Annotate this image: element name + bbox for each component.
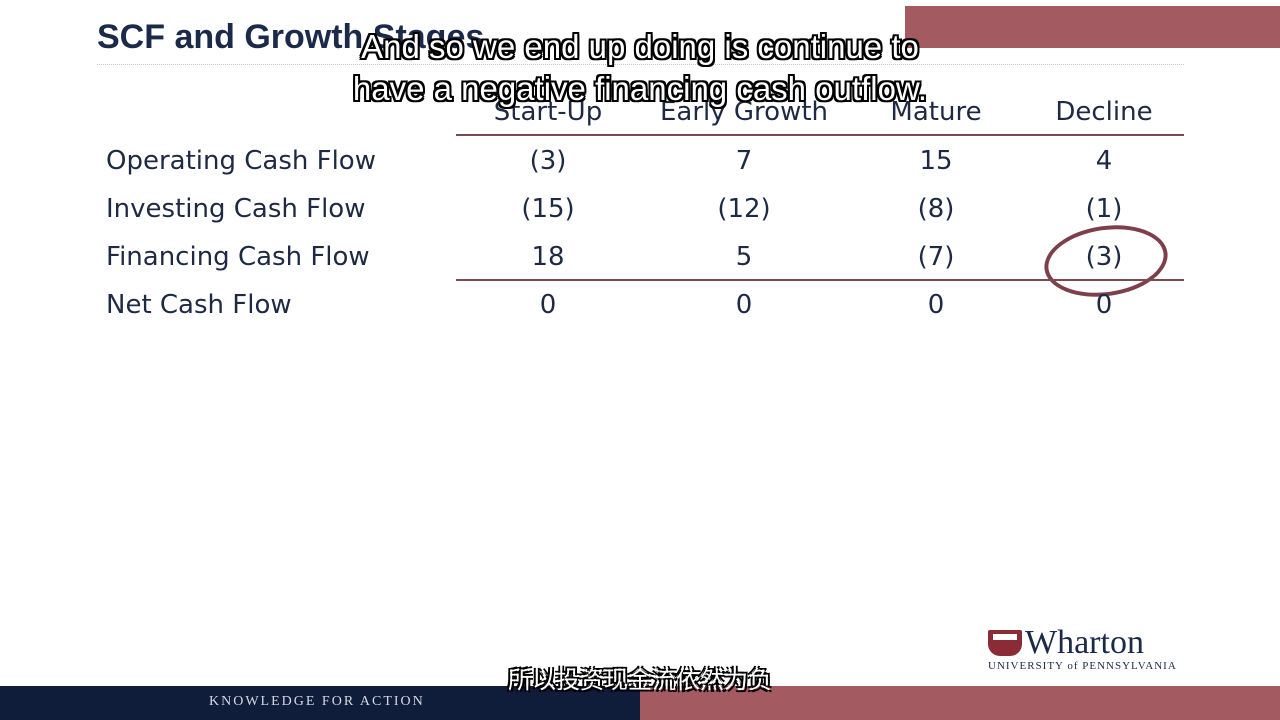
table-cell: 15 — [919, 146, 953, 176]
shield-icon — [988, 630, 1022, 656]
row-label-net: Net Cash Flow — [106, 290, 292, 320]
table-cell: 7 — [735, 146, 753, 176]
column-header-mature: Mature — [890, 97, 982, 127]
table-cell: (7) — [917, 242, 955, 272]
subtitle-english-line1: And so we end up doing is continue to — [361, 28, 919, 65]
column-header-decline: Decline — [1055, 97, 1153, 127]
logo-subtitle: UNIVERSITY of PENNSYLVANIA — [988, 660, 1177, 672]
table-cell: (12) — [717, 194, 771, 224]
wharton-logo: Wharton UNIVERSITY of PENNSYLVANIA — [988, 624, 1193, 674]
total-rule — [456, 279, 1184, 281]
table-cell: (3) — [1085, 242, 1123, 272]
logo-wordmark: Wharton — [1025, 624, 1144, 661]
table-cell: (1) — [1085, 194, 1123, 224]
table-cell: 4 — [1095, 146, 1113, 176]
column-header-early-growth: Early Growth — [659, 97, 829, 127]
corner-accent-block — [905, 6, 1280, 48]
footer-bar-right — [640, 686, 1280, 720]
row-label-financing: Financing Cash Flow — [106, 242, 370, 272]
table-cell: 0 — [1095, 290, 1113, 320]
slide-title: SCF and Growth Stages — [97, 18, 485, 56]
table-cell: 0 — [735, 290, 753, 320]
row-label-operating: Operating Cash Flow — [106, 146, 376, 176]
table-cell: 18 — [531, 242, 565, 272]
table-cell: (15) — [521, 194, 575, 224]
title-divider — [97, 64, 1184, 65]
subtitle-chinese: 所以投资现金流依然为负 — [508, 666, 772, 694]
subtitle-english-line2: have a negative financing cash outflow. — [352, 70, 928, 107]
table-cell: (3) — [529, 146, 567, 176]
footer-tagline: KNOWLEDGE FOR ACTION — [209, 694, 425, 709]
row-label-investing: Investing Cash Flow — [106, 194, 366, 224]
table-cell: 0 — [539, 290, 557, 320]
table-cell: 5 — [735, 242, 753, 272]
table-cell: 0 — [927, 290, 945, 320]
table-cell: (8) — [917, 194, 955, 224]
footer-bar-left — [0, 686, 640, 720]
header-underline — [456, 134, 1184, 136]
column-header-start-up: Start-Up — [493, 97, 603, 127]
